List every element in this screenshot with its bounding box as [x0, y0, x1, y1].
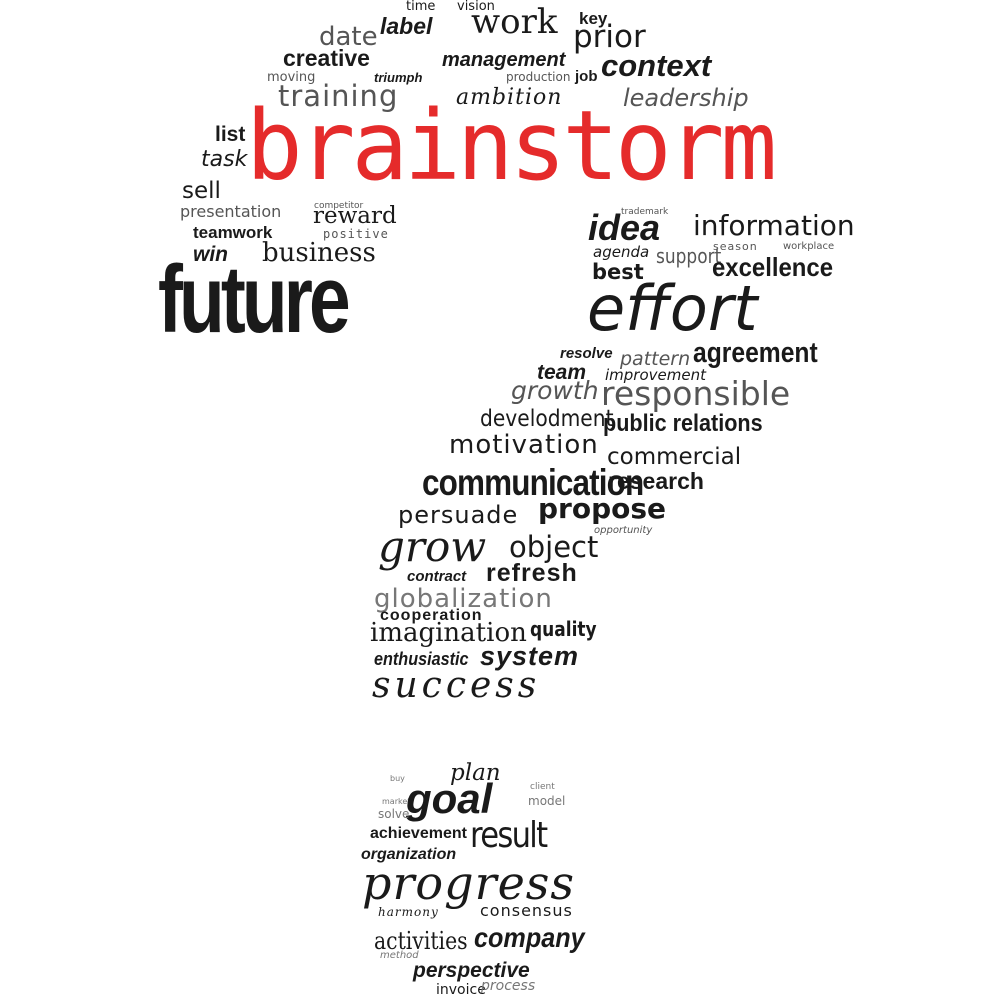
word-reward: reward	[313, 203, 397, 229]
word-propose: propose	[538, 492, 667, 525]
word-support: support	[656, 244, 722, 268]
word-sell: sell	[182, 178, 221, 204]
word-time: time	[406, 0, 436, 14]
word-list: list	[215, 123, 246, 146]
word-brainstorm: brainstorm	[246, 90, 777, 202]
word-positive: positive	[323, 227, 389, 241]
word-success: success	[372, 665, 541, 706]
word-grow: grow	[378, 522, 487, 571]
word-client: client	[530, 782, 555, 792]
word-harmony: harmony	[378, 905, 439, 919]
word-research: research	[608, 468, 704, 494]
word-market: market	[382, 797, 411, 806]
word-develodment: develodment	[480, 406, 614, 432]
word-future: future	[158, 246, 351, 353]
word-moving: moving	[267, 70, 316, 85]
word-ambition: ambition	[456, 85, 563, 110]
word-solve: solve	[378, 807, 410, 821]
word-excellence: excellence	[712, 252, 834, 282]
word-prior: prior	[573, 19, 646, 55]
word-result: result	[470, 815, 548, 856]
word-trademark: trademark	[621, 207, 669, 217]
word-opportunity: opportunity	[594, 525, 653, 536]
word-team: team	[537, 361, 587, 384]
word-workplace: workplace	[783, 241, 835, 252]
word-pattern: pattern	[620, 348, 691, 370]
word-vision: vision	[457, 0, 495, 14]
word-growth: growth	[511, 376, 599, 405]
word-consensus: consensus	[480, 901, 573, 920]
word-presentation: presentation	[180, 202, 282, 221]
word-creative: creative	[283, 45, 370, 71]
word-task: task	[201, 147, 248, 172]
word-win: win	[193, 243, 228, 266]
word-cooperation: cooperation	[380, 607, 483, 624]
word-effort: effort	[587, 272, 758, 345]
word-agreement: agreement	[693, 337, 818, 369]
word-season: season	[713, 240, 758, 253]
word-training: training	[278, 79, 399, 113]
word-company: company	[474, 922, 585, 953]
word-invoice: invoice	[436, 982, 486, 998]
word-motivation: motivation	[449, 430, 599, 460]
word-responsible: responsible	[601, 374, 791, 413]
word-leadership: leadership	[623, 84, 749, 112]
word-context: context	[601, 48, 712, 83]
word-process: process	[481, 978, 536, 994]
word-enthusiastic: enthusiastic	[374, 649, 469, 669]
word-business: business	[262, 238, 376, 268]
word-idea: idea	[588, 207, 661, 248]
word-job: job	[575, 68, 598, 85]
word-key: key	[579, 9, 608, 28]
word-label: label	[380, 13, 433, 39]
word-resolve: resolve	[560, 345, 613, 362]
word-organization: organization	[361, 846, 457, 863]
word-buy: buy	[390, 774, 405, 783]
word-competitor: competitor	[314, 201, 364, 211]
word-communication: communication	[422, 462, 644, 503]
word-triumph: triumph	[374, 70, 423, 85]
word-perspective: perspective	[413, 959, 530, 982]
word-work: work	[471, 2, 558, 42]
word-public-relations: public relations	[603, 410, 763, 437]
word-system: system	[480, 641, 580, 671]
word-management: management	[442, 49, 566, 71]
word-globalization: globalization	[374, 584, 553, 614]
word-date: date	[319, 22, 378, 52]
word-teamwork: teamwork	[193, 223, 273, 242]
word-production: production	[506, 70, 571, 84]
word-achievement: achievement	[370, 825, 467, 842]
word-agenda: agenda	[593, 243, 650, 261]
word-information: information	[693, 209, 855, 242]
word-persuade: persuade	[398, 501, 519, 529]
word-plan: plan	[450, 760, 501, 786]
word-refresh: refresh	[486, 559, 578, 587]
word-quality: quality	[530, 617, 597, 641]
word-improvement: improvement	[605, 366, 706, 384]
word-progress: progress	[362, 856, 576, 910]
word-object: object	[509, 530, 599, 564]
word-contract: contract	[407, 568, 467, 585]
word-best: best	[592, 260, 644, 284]
word-commercial: commercial	[607, 444, 742, 470]
word-goal: goal	[406, 775, 493, 822]
word-model: model	[528, 794, 566, 808]
word-activities: activities	[374, 927, 468, 955]
word-method: method	[380, 950, 419, 961]
word-imagination: imagination	[370, 618, 527, 648]
